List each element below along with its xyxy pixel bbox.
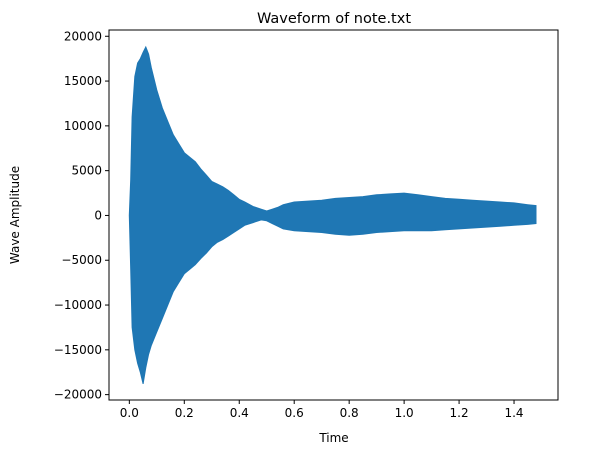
x-tick-label: 1.2 [450, 406, 469, 420]
waveform-series-0 [128, 45, 537, 385]
y-tick-label: 20000 [64, 29, 102, 43]
x-axis: 0.0 0.2 0.4 0.6 0.8 1.0 1.2 1.4 [120, 400, 524, 420]
y-tick-label: −15000 [54, 343, 102, 357]
plot-area [128, 45, 537, 385]
x-tick-label: 0.8 [340, 406, 359, 420]
y-axis: −20000 −15000 −10000 −5000 0 5000 10000 15000 20… [54, 29, 109, 402]
y-tick-label: −5000 [61, 253, 102, 267]
x-tick-label: 1.4 [504, 406, 523, 420]
y-tick-label: 5000 [71, 164, 102, 178]
x-tick-label: 0.0 [120, 406, 139, 420]
chart-title: Waveform of note.txt [257, 11, 411, 27]
y-tick-label: −10000 [54, 298, 102, 312]
y-tick-label: 0 [94, 208, 102, 222]
x-tick-label: 0.4 [230, 406, 249, 420]
y-tick-label: 15000 [64, 74, 102, 88]
x-tick-label: 1.0 [395, 406, 414, 420]
y-axis-label: Wave Amplitude [8, 166, 22, 264]
x-axis-label: Time [318, 431, 348, 445]
y-tick-label: 10000 [64, 119, 102, 133]
y-tick-label: −20000 [54, 388, 102, 402]
x-tick-label: 0.6 [285, 406, 304, 420]
x-tick-label: 0.2 [175, 406, 194, 420]
